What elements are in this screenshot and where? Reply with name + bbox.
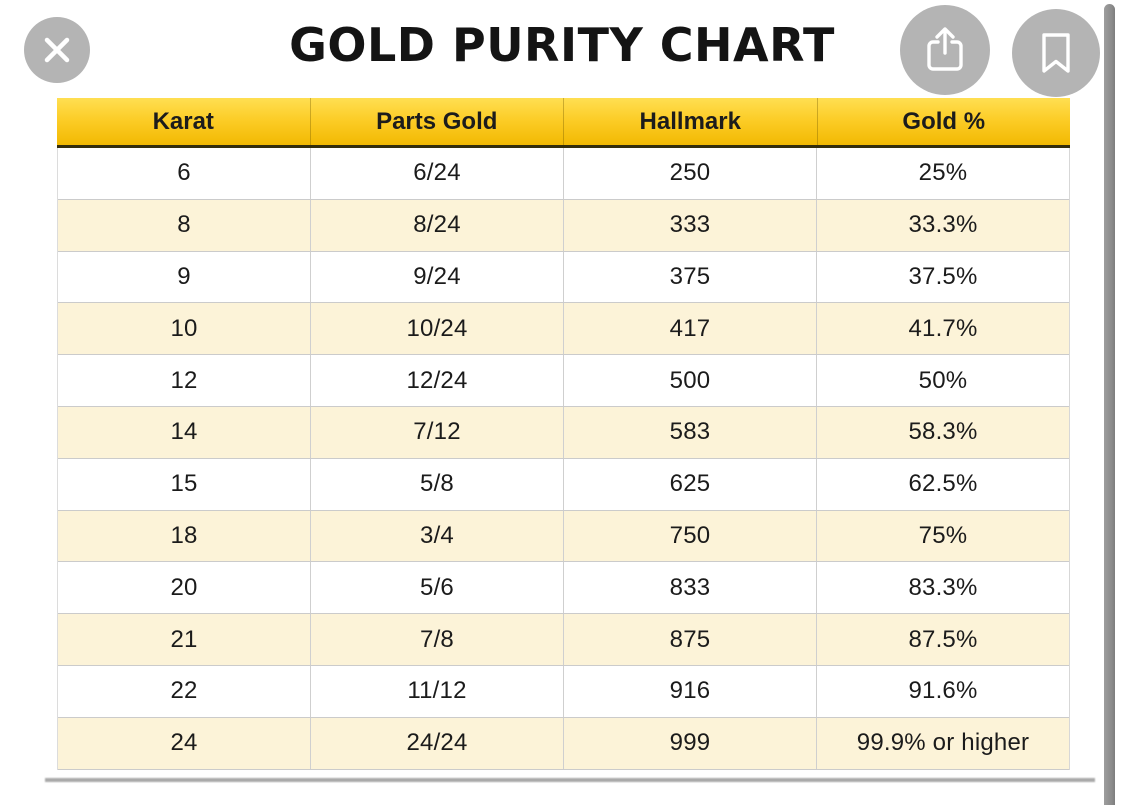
table-cell: 750: [563, 510, 816, 562]
column-header: Hallmark: [563, 98, 817, 145]
table-cell: 62.5%: [816, 458, 1069, 510]
table-row: 15 5/8 625 62.5%: [58, 458, 1069, 511]
table-row: 22 11/12 916 91.6%: [58, 665, 1069, 718]
table-cell: 14: [170, 418, 198, 446]
table-row: 10 10/24 417 41.7%: [58, 303, 1069, 356]
scrollbar-track: [1102, 0, 1117, 805]
table-cell: 37.5%: [816, 251, 1069, 303]
table-cell: 333: [563, 199, 816, 251]
table-cell: 87.5%: [816, 614, 1069, 665]
close-button[interactable]: [24, 17, 90, 83]
column-header: Parts Gold: [309, 98, 564, 145]
table-cell: 875: [563, 614, 816, 665]
table-cell: 22: [170, 677, 198, 705]
table-cell: 12/24: [310, 355, 563, 406]
table-cell: 999: [563, 717, 816, 769]
table-cell: 20: [170, 573, 198, 601]
table-row: 12 12/24 500 50%: [58, 355, 1069, 407]
close-icon: [40, 33, 74, 67]
table-cell: 5/6: [310, 562, 563, 614]
table-cell: 58.3%: [816, 406, 1069, 458]
table-row: 20 5/6 833 83.3%: [58, 562, 1069, 615]
table-row: 8 8/24 333 33.3%: [58, 199, 1069, 252]
table-cell: 417: [563, 303, 816, 355]
table-cell: 10: [170, 314, 198, 342]
table-cell: 83.3%: [816, 562, 1069, 614]
table-cell: 7/12: [310, 406, 563, 458]
table-bottom-shadow: [45, 778, 1095, 782]
table-cell: 18: [170, 521, 198, 549]
table-cell: 75%: [816, 510, 1069, 562]
table-cell: 833: [563, 562, 816, 614]
table-cell: 50%: [816, 355, 1069, 406]
column-header: Gold %: [816, 98, 1071, 145]
table-cell: 25%: [816, 148, 1069, 199]
table-row: 21 7/8 875 87.5%: [58, 614, 1069, 666]
table-cell: 9: [177, 262, 191, 290]
table-cell: 250: [563, 148, 816, 199]
scrollbar-thumb[interactable]: [1104, 4, 1115, 805]
table-cell: 21: [170, 625, 198, 653]
share-button[interactable]: [900, 5, 990, 95]
table-cell: 8: [177, 211, 191, 239]
table-cell: 9/24: [310, 251, 563, 303]
table-cell: 375: [563, 251, 816, 303]
table-cell: 583: [563, 406, 816, 458]
table-row: 9 9/24 375 37.5%: [58, 251, 1069, 304]
table-cell: 625: [563, 458, 816, 510]
bookmark-icon: [1036, 30, 1076, 76]
bookmark-button[interactable]: [1012, 9, 1100, 97]
table-cell: 91.6%: [816, 665, 1069, 717]
share-icon: [922, 25, 968, 75]
table-cell: 11/12: [310, 665, 563, 717]
table-cell: 7/8: [310, 614, 563, 665]
table-cell: 6/24: [310, 148, 563, 199]
table-row: 18 3/4 750 75%: [58, 510, 1069, 563]
table-cell: 12: [170, 366, 198, 394]
table-row: 6 6/24 250 25%: [58, 148, 1069, 200]
table-cell: 500: [563, 355, 816, 406]
table-row: 24 24/24 999 99.9% or higher: [58, 717, 1069, 770]
table-cell: 99.9% or higher: [816, 717, 1069, 769]
page-title: GOLD PURITY CHART: [289, 18, 835, 72]
table-cell: 916: [563, 665, 816, 717]
gold-purity-table: Karat Parts Gold Hallmark Gold % 6 6/24 250 25…: [57, 98, 1070, 770]
table-cell: 10/24: [310, 303, 563, 355]
column-header: Karat: [152, 107, 214, 135]
table-cell: 8/24: [310, 199, 563, 251]
table-cell: 5/8: [310, 458, 563, 510]
table-body: 6 6/24 250 25% 8 8/24 333 33.3% 9 9/24 375 37.5% 10 1…: [57, 148, 1070, 770]
table-cell: 3/4: [310, 510, 563, 562]
table-row: 14 7/12 583 58.3%: [58, 406, 1069, 459]
table-header-row: Karat Parts Gold Hallmark Gold %: [57, 98, 1070, 148]
table-cell: 15: [170, 470, 198, 498]
table-cell: 24/24: [310, 717, 563, 769]
table-cell: 6: [177, 159, 191, 187]
table-cell: 24: [170, 729, 198, 757]
table-cell: 41.7%: [816, 303, 1069, 355]
table-cell: 33.3%: [816, 199, 1069, 251]
